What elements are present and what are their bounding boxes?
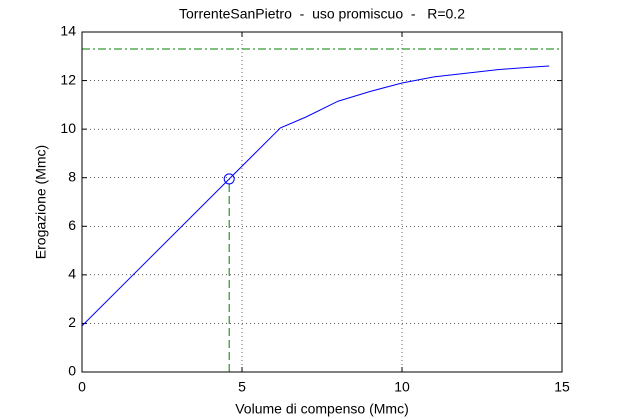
marker: [223, 173, 235, 185]
chart-title: TorrenteSanPietro - uso promiscuo - R=0.…: [179, 6, 465, 22]
y-tick-label: 8: [68, 168, 76, 184]
x-tick-label: 10: [394, 379, 410, 395]
axes-box: [81, 31, 563, 373]
y-tick-label: 10: [60, 120, 76, 136]
x-tick-label: 5: [238, 379, 246, 395]
x-tick-label: 0: [78, 379, 86, 395]
y-tick-label: 4: [68, 266, 76, 282]
y-axis-label: Erogazione (Mmc): [33, 145, 49, 259]
x-axis-label: Volume di compenso (Mmc): [235, 401, 409, 417]
y-tick-label: 0: [68, 363, 76, 379]
y-tick-label: 14: [60, 23, 76, 39]
y-tick-label: 2: [68, 314, 76, 330]
y-tick-label: 6: [68, 217, 76, 233]
data-line: [81, 65, 550, 327]
x-tick-label: 15: [554, 379, 570, 395]
y-tick-label: 12: [60, 71, 76, 87]
